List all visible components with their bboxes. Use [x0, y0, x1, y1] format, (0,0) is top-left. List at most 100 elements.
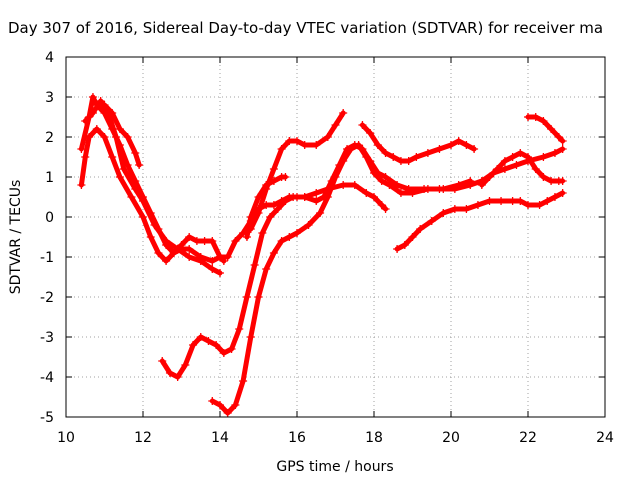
data-point: [558, 177, 567, 185]
data-point: [108, 109, 117, 117]
data-point: [293, 229, 301, 237]
data-point: [535, 201, 544, 209]
data-point: [312, 141, 321, 149]
data-point: [216, 253, 224, 261]
x-tick-label: 22: [519, 430, 537, 446]
data-point: [450, 205, 459, 213]
series-trace: [359, 122, 477, 164]
data-point: [423, 149, 432, 157]
data-point: [162, 237, 171, 245]
data-point: [262, 265, 271, 273]
data-point: [381, 205, 390, 213]
data-point: [539, 173, 548, 181]
data-point: [539, 153, 548, 161]
data-point: [139, 213, 147, 221]
data-point: [162, 257, 171, 265]
data-point: [150, 221, 159, 229]
data-point: [250, 261, 259, 269]
data-point: [331, 121, 340, 129]
series-arc-3: [81, 97, 224, 277]
data-point: [366, 129, 375, 137]
data-point: [439, 185, 448, 193]
data-point: [300, 193, 309, 201]
data-point: [354, 141, 363, 149]
data-point: [269, 249, 278, 257]
x-tick-label: 24: [596, 430, 614, 446]
data-point: [323, 193, 332, 201]
x-tick-label: 16: [288, 430, 306, 446]
data-point: [242, 293, 251, 301]
data-point: [219, 349, 228, 357]
data-point: [346, 145, 355, 153]
data-point: [516, 149, 525, 157]
data-point: [165, 369, 174, 377]
y-tick-label: 3: [45, 90, 54, 106]
data-point: [266, 213, 275, 221]
y-tick-label: 2: [45, 130, 54, 146]
series-layer: [77, 93, 567, 417]
plot-frame: [65, 56, 606, 418]
data-point: [500, 157, 509, 165]
data-point: [285, 233, 294, 241]
data-point: [216, 401, 224, 409]
y-tick-label: -2: [40, 290, 54, 306]
data-point: [554, 133, 563, 141]
data-point: [323, 133, 332, 141]
data-point: [273, 205, 282, 213]
y-tick-label: -4: [40, 370, 54, 386]
data-point: [531, 113, 540, 121]
data-point: [312, 197, 321, 205]
x-tick-label: 14: [211, 430, 229, 446]
data-point: [254, 293, 263, 301]
series-arc-9: [358, 121, 479, 165]
data-point: [235, 325, 244, 333]
x-tick-label: 10: [57, 430, 75, 446]
data-point: [196, 257, 205, 265]
data-point: [312, 189, 321, 197]
data-point: [543, 197, 552, 205]
data-point: [558, 145, 567, 153]
data-point: [454, 181, 463, 189]
data-point: [96, 97, 105, 105]
series-arc-6: [208, 141, 475, 417]
data-point: [219, 257, 228, 265]
data-point: [281, 173, 290, 181]
data-point: [385, 181, 394, 189]
series-arc-8: [246, 109, 348, 233]
data-point: [377, 177, 386, 185]
data-point: [246, 213, 255, 221]
data-point: [208, 257, 217, 265]
data-point: [204, 337, 213, 345]
x-axis-title: GPS time / hours: [276, 459, 393, 475]
data-point: [173, 245, 182, 253]
data-point: [77, 181, 86, 189]
data-point: [339, 181, 348, 189]
y-tick-label: -3: [40, 330, 54, 346]
data-point: [189, 341, 198, 349]
data-point: [115, 173, 124, 181]
data-point: [508, 197, 517, 205]
data-point: [493, 165, 502, 173]
data-point: [242, 233, 251, 241]
data-point: [269, 201, 278, 209]
data-point: [135, 161, 144, 169]
series-trace: [82, 98, 223, 276]
data-point: [396, 189, 405, 197]
data-point: [131, 149, 140, 157]
data-point: [223, 253, 232, 261]
x-tick-label: 18: [365, 430, 383, 446]
y-axis: -5 -4 -3 -2 -1 0 1 2 3 4: [40, 50, 605, 426]
data-point: [435, 145, 444, 153]
data-point: [293, 137, 301, 145]
data-point: [470, 145, 479, 153]
data-point: [412, 153, 421, 161]
x-axis: 10 12 14 16 18 20 22 24: [57, 57, 614, 446]
data-point: [389, 153, 398, 161]
data-point: [462, 141, 471, 149]
data-point: [516, 197, 525, 205]
chart-title: Day 307 of 2016, Sidereal Day-to-day VTE…: [8, 19, 603, 37]
data-point: [550, 149, 559, 157]
data-point: [208, 237, 217, 245]
y-tick-label: -1: [40, 250, 54, 266]
data-point: [181, 361, 190, 369]
